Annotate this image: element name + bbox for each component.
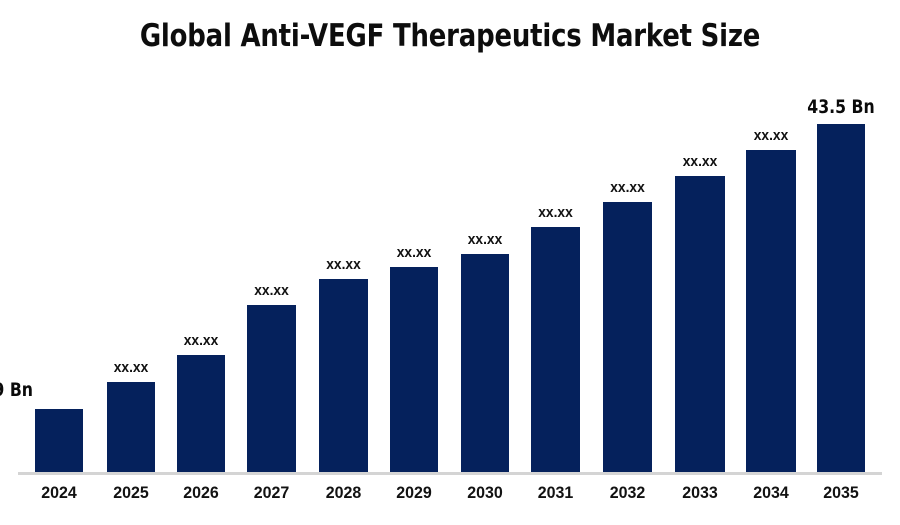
x-axis-tick-2033: 2033	[682, 483, 718, 502]
x-axis-tick-2035: 2035	[823, 483, 859, 502]
bar-2030	[461, 254, 509, 472]
bar-2024	[35, 409, 83, 472]
bar-2028	[319, 279, 368, 472]
x-axis-tick-2026: 2026	[183, 483, 219, 502]
bar-2031	[531, 227, 580, 472]
bar-value-label-2032: xx.xx	[610, 179, 645, 196]
x-axis-tick-2034: 2034	[753, 483, 789, 502]
bar-value-label-2026: xx.xx	[183, 332, 219, 349]
x-axis-tick-2027: 2027	[253, 483, 290, 502]
bar-value-label-2029: xx.xx	[396, 244, 432, 261]
bar-value-label-2035: 43.5 Bn	[807, 96, 875, 118]
bar-value-label-2028: xx.xx	[326, 256, 361, 273]
bar-2034	[746, 150, 796, 472]
x-axis-tick-2028: 2028	[325, 483, 362, 502]
x-axis-tick-2030: 2030	[467, 483, 503, 502]
bar-value-label-2024: 25.69 Bn	[0, 379, 33, 401]
bar-2033	[675, 176, 725, 472]
x-axis-tick-2029: 2029	[396, 483, 432, 502]
bar-value-label-2031: xx.xx	[538, 204, 573, 221]
bar-2026	[177, 355, 225, 472]
bar-value-label-2027: xx.xx	[254, 282, 289, 299]
bar-2032	[603, 202, 652, 472]
x-axis-tick-2025: 2025	[113, 483, 149, 502]
bar-value-label-2033: xx.xx	[682, 153, 718, 170]
x-axis-baseline	[18, 472, 882, 475]
bar-value-label-2034: xx.xx	[753, 127, 789, 144]
bar-2025	[107, 382, 155, 472]
bar-2029	[390, 267, 438, 472]
chart-title: Global Anti-VEGF Therapeutics Market Siz…	[139, 18, 761, 54]
x-axis-tick-2031: 2031	[537, 483, 574, 502]
x-axis-tick-2024: 2024	[41, 483, 77, 502]
bar-value-label-2030: xx.xx	[467, 231, 503, 248]
bar-2035	[817, 124, 865, 472]
bar-2027	[247, 305, 296, 472]
bar-value-label-2025: xx.xx	[113, 359, 149, 376]
x-axis-tick-2032: 2032	[609, 483, 646, 502]
